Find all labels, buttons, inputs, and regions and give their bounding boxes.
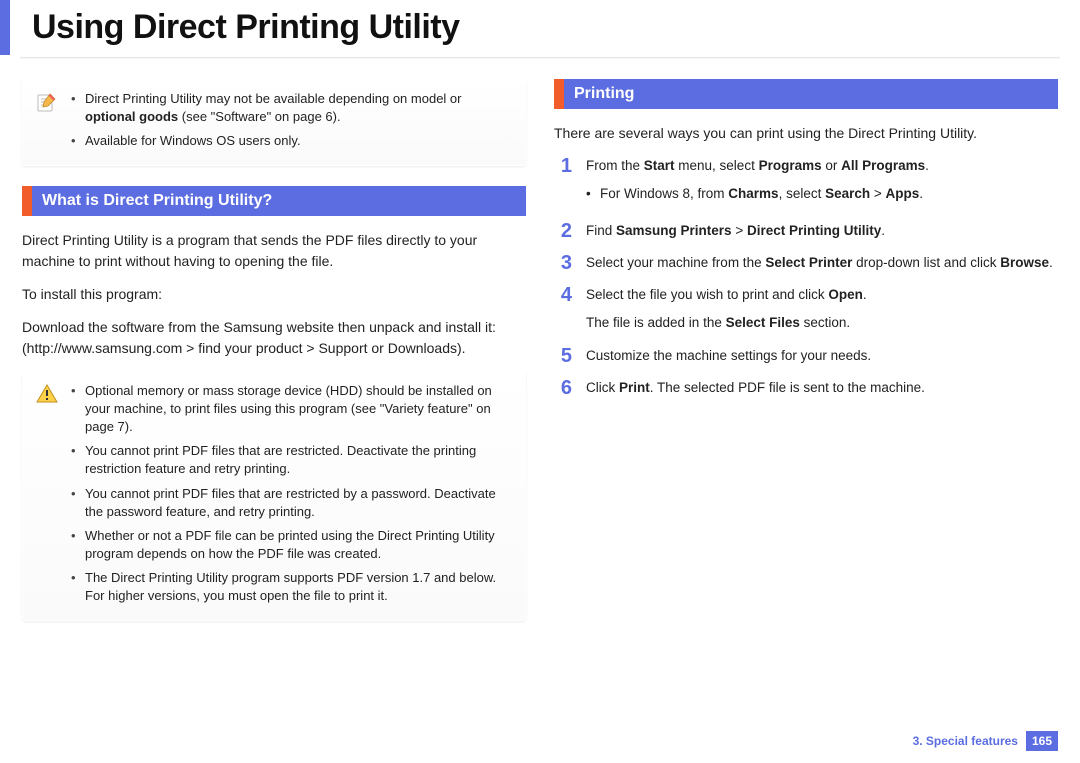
step-number: 3 bbox=[554, 253, 572, 273]
section-header-printing: Printing bbox=[554, 79, 1058, 109]
note-box-warning: Optional memory or mass storage device (… bbox=[22, 371, 526, 621]
step-body: From the Start menu, select Programs or … bbox=[586, 156, 1058, 209]
step-item: 6 Click Print. The selected PDF file is … bbox=[554, 378, 1058, 398]
note-item: The Direct Printing Utility program supp… bbox=[71, 569, 513, 605]
step-number: 6 bbox=[554, 378, 572, 398]
note-item: You cannot print PDF files that are rest… bbox=[71, 442, 513, 478]
step-body: Click Print. The selected PDF file is se… bbox=[586, 378, 1058, 398]
footer: 3. Special features 165 bbox=[913, 731, 1058, 751]
step-number: 5 bbox=[554, 346, 572, 366]
step-body: Select the file you wish to print and cl… bbox=[586, 285, 1058, 334]
step-follow: The file is added in the Select Files se… bbox=[586, 313, 1058, 333]
step-item: 4 Select the file you wish to print and … bbox=[554, 285, 1058, 334]
step-text: Select the file you wish to print and cl… bbox=[586, 287, 867, 302]
note-item: Available for Windows OS users only. bbox=[71, 132, 513, 150]
step-number: 2 bbox=[554, 221, 572, 241]
body-paragraph: To install this program: bbox=[22, 284, 526, 305]
note-item: Direct Printing Utility may not be avail… bbox=[71, 90, 513, 126]
note-box-info: Direct Printing Utility may not be avail… bbox=[22, 79, 526, 166]
note-item: You cannot print PDF files that are rest… bbox=[71, 485, 513, 521]
step-item: 5 Customize the machine settings for you… bbox=[554, 346, 1058, 366]
step-item: 3 Select your machine from the Select Pr… bbox=[554, 253, 1058, 273]
note-info-list: Direct Printing Utility may not be avail… bbox=[71, 90, 513, 157]
body-paragraph: Direct Printing Utility is a program tha… bbox=[22, 230, 526, 272]
warning-icon bbox=[35, 382, 59, 612]
step-body: Select your machine from the Select Prin… bbox=[586, 253, 1058, 273]
note-item: Optional memory or mass storage device (… bbox=[71, 382, 513, 437]
pencil-note-icon bbox=[35, 90, 59, 157]
page-title: Using Direct Printing Utility bbox=[32, 8, 1080, 47]
note-warning-list: Optional memory or mass storage device (… bbox=[71, 382, 513, 612]
step-body: Customize the machine settings for your … bbox=[586, 346, 1058, 366]
body-paragraph: Download the software from the Samsung w… bbox=[22, 317, 526, 359]
step-number: 4 bbox=[554, 285, 572, 334]
step-body: Find Samsung Printers > Direct Printing … bbox=[586, 221, 1058, 241]
step-item: 2 Find Samsung Printers > Direct Printin… bbox=[554, 221, 1058, 241]
step-number: 1 bbox=[554, 156, 572, 209]
steps-list: 1 From the Start menu, select Programs o… bbox=[554, 156, 1058, 398]
content-columns: Direct Printing Utility may not be avail… bbox=[0, 59, 1080, 639]
step-subitem: For Windows 8, from Charms, select Searc… bbox=[586, 184, 1058, 204]
note-item: Whether or not a PDF file can be printed… bbox=[71, 527, 513, 563]
step-text: From the Start menu, select Programs or … bbox=[586, 158, 929, 173]
right-column: Printing There are several ways you can … bbox=[554, 79, 1058, 639]
footer-page-number: 165 bbox=[1026, 731, 1058, 751]
step-item: 1 From the Start menu, select Programs o… bbox=[554, 156, 1058, 209]
section-header-what-is: What is Direct Printing Utility? bbox=[22, 186, 526, 216]
title-bar: Using Direct Printing Utility bbox=[0, 0, 1080, 55]
footer-chapter-label: 3. Special features bbox=[913, 734, 1018, 748]
body-paragraph: There are several ways you can print usi… bbox=[554, 123, 1058, 144]
left-column: Direct Printing Utility may not be avail… bbox=[22, 79, 526, 639]
